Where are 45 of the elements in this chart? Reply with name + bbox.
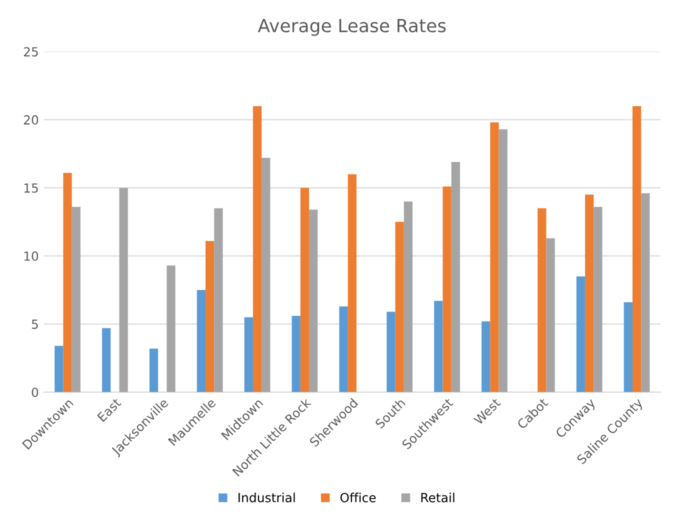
bar [244, 317, 253, 392]
legend-label: Office [340, 492, 376, 502]
bar [119, 188, 128, 392]
bar [434, 300, 443, 392]
y-tick-label: 25 [24, 47, 38, 57]
bar [594, 206, 602, 392]
bar [309, 210, 318, 392]
bar [442, 186, 452, 392]
bar [196, 290, 206, 392]
bar [63, 172, 72, 392]
bar [632, 106, 642, 392]
bar [252, 106, 262, 392]
y-tick-label: 10 [24, 251, 38, 261]
bar [624, 302, 632, 392]
legend-label: Retail [421, 492, 454, 502]
bar [404, 201, 413, 392]
bar [262, 158, 270, 392]
bar [395, 222, 404, 392]
bar [206, 240, 214, 392]
bar [546, 238, 555, 392]
bar [386, 312, 396, 392]
bar [576, 276, 586, 392]
legend-label: Industrial [238, 492, 295, 502]
bar [300, 188, 310, 392]
y-tick-label: 5 [32, 320, 38, 329]
bar [102, 328, 111, 392]
bar [339, 306, 348, 392]
bar [72, 206, 80, 392]
bar [166, 265, 176, 392]
bar [292, 316, 300, 392]
bar [538, 208, 546, 392]
bar [348, 174, 356, 392]
y-tick-label: 0 [32, 388, 38, 398]
bar [54, 346, 64, 392]
bar [641, 193, 650, 392]
bar [214, 208, 223, 392]
y-tick-label: 20 [24, 115, 38, 125]
bar [498, 129, 508, 392]
bar [482, 321, 490, 392]
bar [490, 122, 499, 392]
bar [451, 162, 460, 392]
chart-title: Average Lease Rates [258, 18, 446, 36]
bar [585, 194, 594, 392]
bar [149, 348, 158, 392]
y-tick-label: 15 [24, 183, 38, 193]
